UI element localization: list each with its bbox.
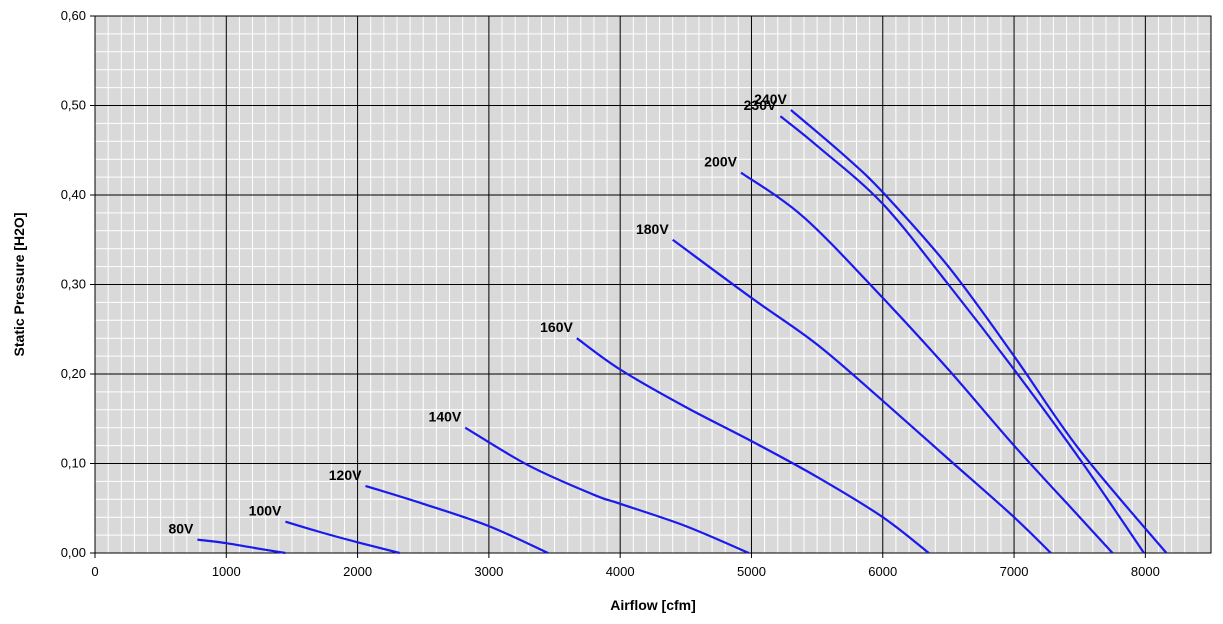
series-label-230v: 230V xyxy=(744,97,777,113)
y-tick-label: 0,20 xyxy=(61,366,86,381)
y-tick-label: 0,10 xyxy=(61,456,86,471)
series-label-120v: 120V xyxy=(329,467,362,483)
series-label-100v: 100V xyxy=(249,503,282,519)
x-tick-label: 0 xyxy=(91,564,98,579)
x-tick-label: 6000 xyxy=(868,564,897,579)
x-axis-title: Airflow [cfm] xyxy=(610,597,696,613)
x-tick-label: 7000 xyxy=(1000,564,1029,579)
y-axis-ticks: 0,00 0,10 0,20 0,30 0,40 0,50 0,60 xyxy=(61,8,95,560)
series-line-240v xyxy=(790,109,1168,554)
x-tick-label: 1000 xyxy=(212,564,241,579)
series-line-160v xyxy=(576,337,930,554)
series-line-200v xyxy=(740,171,1114,554)
x-tick-label: 2000 xyxy=(343,564,372,579)
y-tick-label: 0,00 xyxy=(61,545,86,560)
series-line-180v xyxy=(672,238,1052,554)
major-grid xyxy=(95,16,1211,553)
x-tick-label: 8000 xyxy=(1131,564,1160,579)
series-label-140v: 140V xyxy=(429,409,462,425)
y-tick-label: 0,50 xyxy=(61,98,86,113)
series-line-100v xyxy=(285,520,400,555)
series-label-160v: 160V xyxy=(540,319,573,335)
series-lines xyxy=(197,109,1168,555)
series-label-180v: 180V xyxy=(636,221,669,237)
series-label-80v: 80V xyxy=(168,521,194,537)
x-tick-label: 4000 xyxy=(606,564,635,579)
x-axis-ticks: 0 1000 2000 3000 4000 5000 6000 7000 8000 xyxy=(91,553,1160,579)
y-tick-label: 0,60 xyxy=(61,8,86,23)
y-axis-title: Static Pressure [H2O] xyxy=(11,213,27,357)
series-line-120v xyxy=(365,484,549,555)
y-tick-label: 0,30 xyxy=(61,277,86,292)
y-tick-label: 0,40 xyxy=(61,187,86,202)
series-line-140v xyxy=(464,426,750,555)
x-tick-label: 3000 xyxy=(474,564,503,579)
series-line-230v xyxy=(779,115,1145,554)
x-tick-label: 5000 xyxy=(737,564,766,579)
series-label-200v: 200V xyxy=(704,154,737,170)
series-line-80v xyxy=(197,538,286,555)
series-label-240v: 240V xyxy=(754,91,787,107)
